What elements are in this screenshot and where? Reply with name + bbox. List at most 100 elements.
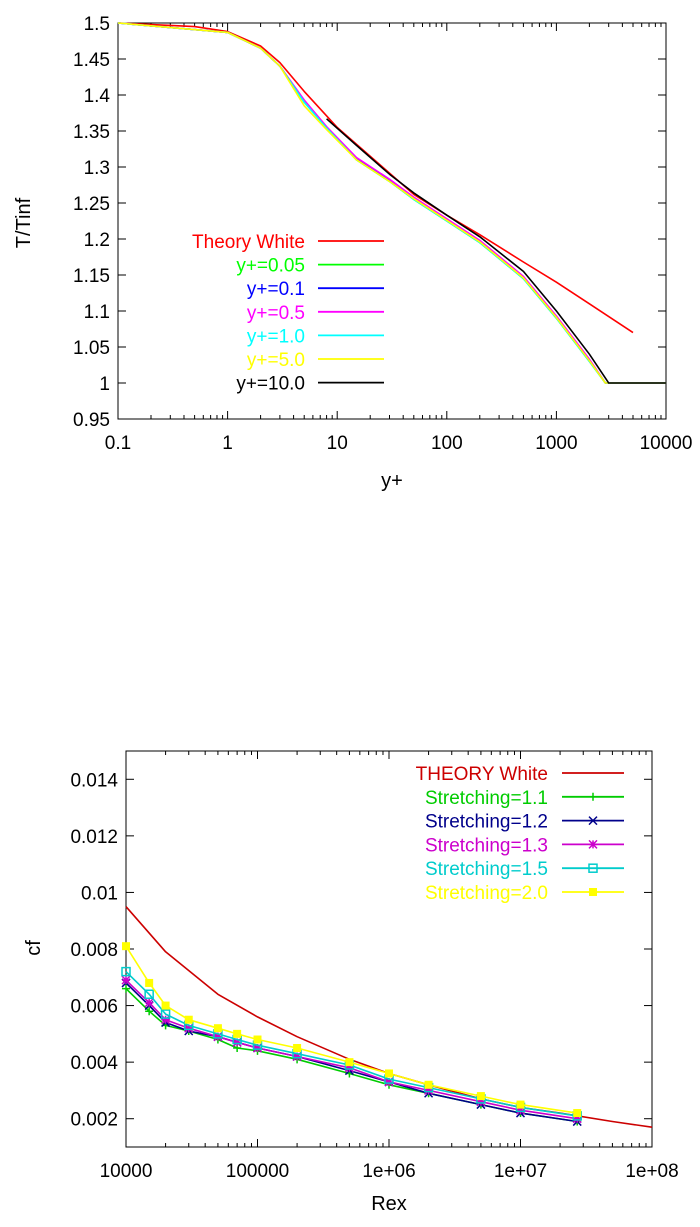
- series-stretching-1-1: [122, 984, 582, 1126]
- x-tick-label: 10000: [640, 433, 693, 454]
- data-point: [145, 978, 154, 987]
- data-point: [424, 1080, 433, 1089]
- legend-label: y+=0.05: [236, 256, 305, 277]
- series-line: [326, 118, 666, 384]
- legend-label: y+=10.0: [236, 374, 305, 395]
- data-point: [144, 989, 154, 1000]
- data-point: [184, 1023, 194, 1033]
- series-line: [117, 22, 666, 384]
- series-line: [117, 22, 666, 384]
- x-tick-label: 100000: [226, 1161, 289, 1182]
- legend-marker: [589, 792, 597, 801]
- legend-label: Stretching=1.5: [425, 859, 548, 880]
- series-line: [117, 22, 666, 384]
- skin-friction-chart: 10000 100000 1e+06 1e+07 1e+08 0.002 0.004 0.00…: [23, 750, 679, 1215]
- series-line: [117, 22, 666, 384]
- y-tick-label: 1.5: [84, 14, 110, 35]
- legend-marker: [588, 816, 598, 826]
- data-point: [476, 1092, 485, 1101]
- series-y-0-1: [117, 22, 666, 384]
- plot-frame: [117, 22, 667, 420]
- series-theory-white: [117, 22, 634, 334]
- data-point: [232, 1037, 242, 1047]
- data-point: [344, 1063, 354, 1073]
- x-tick-label: 10: [327, 433, 348, 454]
- data-point: [515, 1105, 526, 1115]
- data-point: [161, 1015, 171, 1025]
- series-line: [125, 979, 578, 1120]
- data-point: [572, 1114, 582, 1124]
- y-tick-label: 1.15: [73, 266, 110, 287]
- y-tick-label: 1.1: [84, 302, 110, 323]
- legend-marker: [589, 888, 597, 896]
- data-point: [385, 1069, 393, 1078]
- y-tick-label: 1.35: [73, 122, 110, 143]
- data-point: [160, 1009, 171, 1019]
- y-tick-label: 0.014: [70, 770, 118, 791]
- data-point: [252, 1043, 263, 1053]
- axis-ticks: 10000 100000 1e+06 1e+07 1e+08 0.002 0.004 0.00…: [70, 751, 679, 1182]
- x-tick-label: 1e+06: [362, 1161, 415, 1182]
- series-y-0-05: [117, 22, 666, 384]
- y-tick-label: 0.008: [70, 940, 118, 961]
- series-line: [125, 906, 653, 1128]
- legend-label: THEORY White: [416, 764, 548, 785]
- x-tick-label: 1e+08: [625, 1161, 678, 1182]
- data-point: [293, 1044, 302, 1052]
- legend-label: y+=1.0: [247, 326, 305, 347]
- series-stretching-1-3: [121, 975, 582, 1124]
- y-tick-label: 1.3: [84, 158, 110, 179]
- x-tick-label: 1: [222, 433, 233, 454]
- legend-label: Stretching=1.3: [425, 835, 548, 856]
- data-point: [184, 1015, 193, 1024]
- x-tick-label: 1000: [535, 433, 577, 454]
- legend-label: Stretching=1.2: [425, 812, 548, 833]
- data-point: [213, 1032, 223, 1042]
- data-point: [292, 1051, 302, 1062]
- x-tick-label: 100: [431, 433, 463, 454]
- data-point: [476, 1097, 486, 1107]
- legend-label: y+=0.5: [247, 303, 305, 324]
- x-axis-label: y+: [381, 470, 403, 492]
- data-point: [345, 1058, 354, 1067]
- legend-marker: [588, 839, 598, 849]
- data-point: [121, 975, 131, 985]
- series-line: [117, 22, 666, 384]
- legend-label: Stretching=1.1: [425, 788, 548, 809]
- data-point: [233, 1029, 242, 1038]
- y-tick-label: 1.2: [84, 230, 110, 251]
- legend-marker: [588, 863, 598, 873]
- data-point: [121, 966, 131, 977]
- y-tick-label: 1: [99, 374, 110, 395]
- data-point: [253, 1035, 262, 1044]
- y-tick-label: 1.05: [73, 338, 110, 359]
- series-lines: [117, 22, 666, 384]
- legend-label: y+=0.1: [247, 279, 305, 300]
- series-theory-white: [125, 906, 653, 1128]
- y-axis-label: T/Tinf: [13, 197, 35, 248]
- y-tick-label: 0.012: [70, 827, 118, 848]
- data-point: [213, 1024, 222, 1033]
- data-point: [516, 1100, 525, 1109]
- legend-label: Stretching=2.0: [425, 883, 548, 904]
- y-axis-label: cf: [23, 940, 45, 956]
- series-stretching-1-5: [121, 966, 582, 1121]
- y-tick-label: 1.25: [73, 194, 110, 215]
- series-y-5-0: [117, 22, 666, 384]
- legend-label: Theory White: [192, 232, 305, 253]
- data-point: [144, 998, 154, 1008]
- series-line: [117, 22, 634, 334]
- legend: THEORY White Stretching=1.1 Stretching=1.2…: [416, 764, 624, 904]
- data-point: [424, 1085, 434, 1095]
- series-y-0-5: [117, 22, 666, 384]
- data-point: [122, 984, 130, 993]
- legend-label: y+=5.0: [247, 350, 305, 371]
- series-y-10-0: [326, 118, 666, 384]
- axis-ticks: 0.1 1 10 100 1000 10000 0.95 1 1.05 1.1 1.15 1.2 1.2…: [73, 14, 692, 454]
- y-tick-label: 0.006: [70, 997, 118, 1018]
- legend: Theory White y+=0.05y+=0.1 y+=0.5y+=1.0 y+=…: [192, 232, 384, 395]
- y-tick-label: 0.95: [73, 410, 110, 431]
- series-line: [125, 971, 578, 1117]
- series-line: [125, 982, 578, 1123]
